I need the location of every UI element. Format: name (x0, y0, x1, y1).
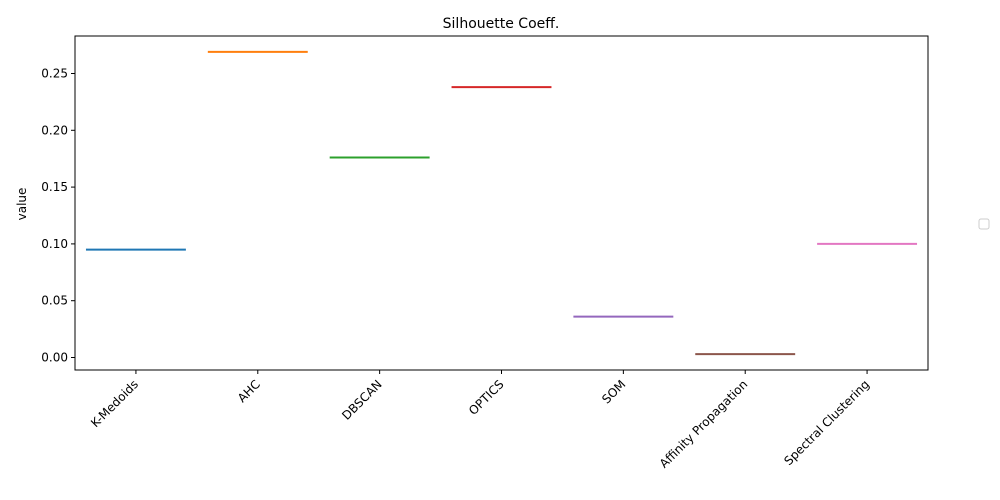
x-tick-label-1: AHC (235, 377, 263, 405)
chart-title: Silhouette Coeff. (443, 16, 560, 32)
x-tick-label-3: OPTICS (466, 377, 507, 418)
x-tick-label-5: Affinity Propagation (657, 377, 751, 471)
y-tick-label-1: 0.05 (41, 294, 68, 308)
legend-box (978, 218, 990, 230)
y-tick-label-3: 0.15 (41, 180, 68, 194)
chart-marks (85, 50, 918, 356)
x-tick-label-4: SOM (599, 377, 628, 406)
x-axis: K-Medoids AHC DBSCAN OPTICS SOM Affinity Prop… (88, 370, 872, 471)
y-tick-label-5: 0.25 (41, 66, 68, 80)
y-tick-label-2: 0.10 (41, 237, 68, 251)
y-tick-label-4: 0.20 (41, 123, 68, 137)
plot-frame (74, 35, 929, 371)
x-tick-label-6: Spectral Clustering (781, 377, 872, 468)
x-tick-label-0: K-Medoids (88, 377, 141, 430)
y-axis: 0.00 0.05 0.10 0.15 0.20 0.25 (41, 66, 75, 365)
y-axis-label: value (15, 188, 29, 221)
y-tick-label-0: 0.00 (41, 351, 68, 365)
x-tick-label-2: DBSCAN (339, 377, 385, 423)
